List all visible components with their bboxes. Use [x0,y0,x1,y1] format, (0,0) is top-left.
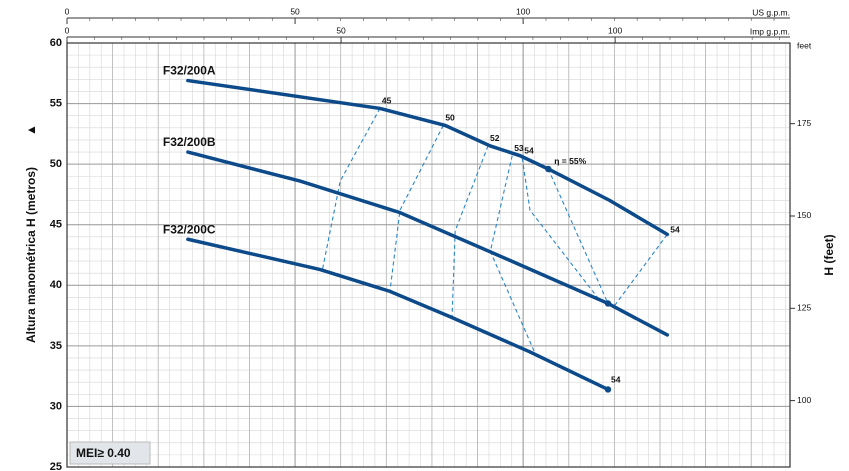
y-axis-arrow: ▲ [24,124,38,136]
y2-unit: feet [797,40,812,50]
x2-tick-label: 50 [336,25,346,35]
x-tick-label: 100 [516,6,530,16]
x2-tick-label: 100 [608,25,622,35]
x2-tick-label: 0 [65,25,70,35]
y-tick-label: 30 [50,400,62,412]
y2-axis-label: H (feet) [822,234,836,275]
y-tick-label: 55 [50,97,62,109]
efficiency-curve [321,108,381,270]
y2-tick-label: 150 [797,210,811,220]
y2-tick-label: 175 [797,118,811,128]
x2-axis-label: Imp g.p.m. [750,26,790,36]
curve-label: F32/200C [163,222,216,236]
efficiency-label: 54 [524,145,534,155]
point [545,165,552,173]
efficiency-curve [389,125,444,292]
y-tick-label: 45 [50,219,62,231]
efficiency-label: 52 [490,133,500,143]
efficiency-label: 45 [382,96,392,106]
badge-box [69,441,151,465]
pump-curve [186,78,670,237]
y2-tick-label: 125 [797,303,811,313]
efficiency-label: η = 55% [554,156,586,166]
y-tick-label: 50 [50,158,62,170]
efficiency-label: 54 [670,225,680,235]
curve-label: F32/200A [163,64,216,78]
point [604,300,612,307]
y-tick-label: 60 [50,37,62,49]
point-label: 54 [611,375,621,385]
curve-label: F32/200B [163,135,216,149]
point [604,386,612,393]
x-tick-label: 0 [65,6,70,16]
y-tick-label: 25 [50,461,62,471]
x-axis-label: US g.p.m. [752,7,790,17]
x-tick-label: 50 [290,6,300,16]
pump-curve [186,237,610,392]
efficiency-curve [451,145,489,320]
badge: MEI≥ 0.40 [76,446,131,460]
y-axis-label: Altura manométrica H (metros) [24,167,38,343]
y-tick-label: 35 [50,340,62,352]
efficiency-label: 53 [514,143,524,153]
efficiency-curve [521,158,668,306]
y2-tick-label: 100 [797,395,811,405]
efficiency-label: 50 [445,113,455,123]
pump-curve [186,150,670,337]
y-tick-label: 40 [50,279,62,291]
plot-frame [66,42,791,468]
efficiency-curve [547,168,609,304]
